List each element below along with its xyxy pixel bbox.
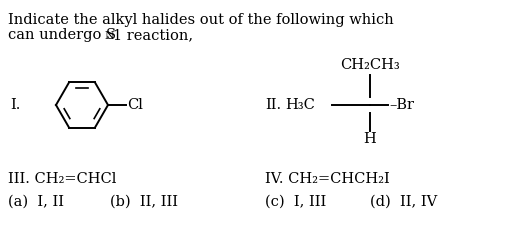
Text: H₃C: H₃C — [285, 98, 315, 112]
Text: can undergo S: can undergo S — [8, 28, 116, 42]
Text: II.: II. — [265, 98, 281, 112]
Text: –Br: –Br — [389, 98, 414, 112]
Text: III. CH₂=CHCl: III. CH₂=CHCl — [8, 172, 116, 186]
Text: (a)  I, II: (a) I, II — [8, 195, 64, 209]
Text: 1 reaction,: 1 reaction, — [113, 28, 193, 42]
Text: CH₂CH₃: CH₂CH₃ — [340, 58, 400, 72]
Text: Indicate the alkyl halides out of the following which: Indicate the alkyl halides out of the fo… — [8, 13, 394, 27]
Text: N: N — [104, 31, 114, 41]
Text: H: H — [364, 132, 376, 146]
Text: (c)  I, III: (c) I, III — [265, 195, 326, 209]
Text: Cl: Cl — [127, 98, 143, 112]
Text: (d)  II, IV: (d) II, IV — [370, 195, 437, 209]
Text: IV. CH₂=CHCH₂I: IV. CH₂=CHCH₂I — [265, 172, 390, 186]
Text: I.: I. — [10, 98, 20, 112]
Text: (b)  II, III: (b) II, III — [110, 195, 178, 209]
